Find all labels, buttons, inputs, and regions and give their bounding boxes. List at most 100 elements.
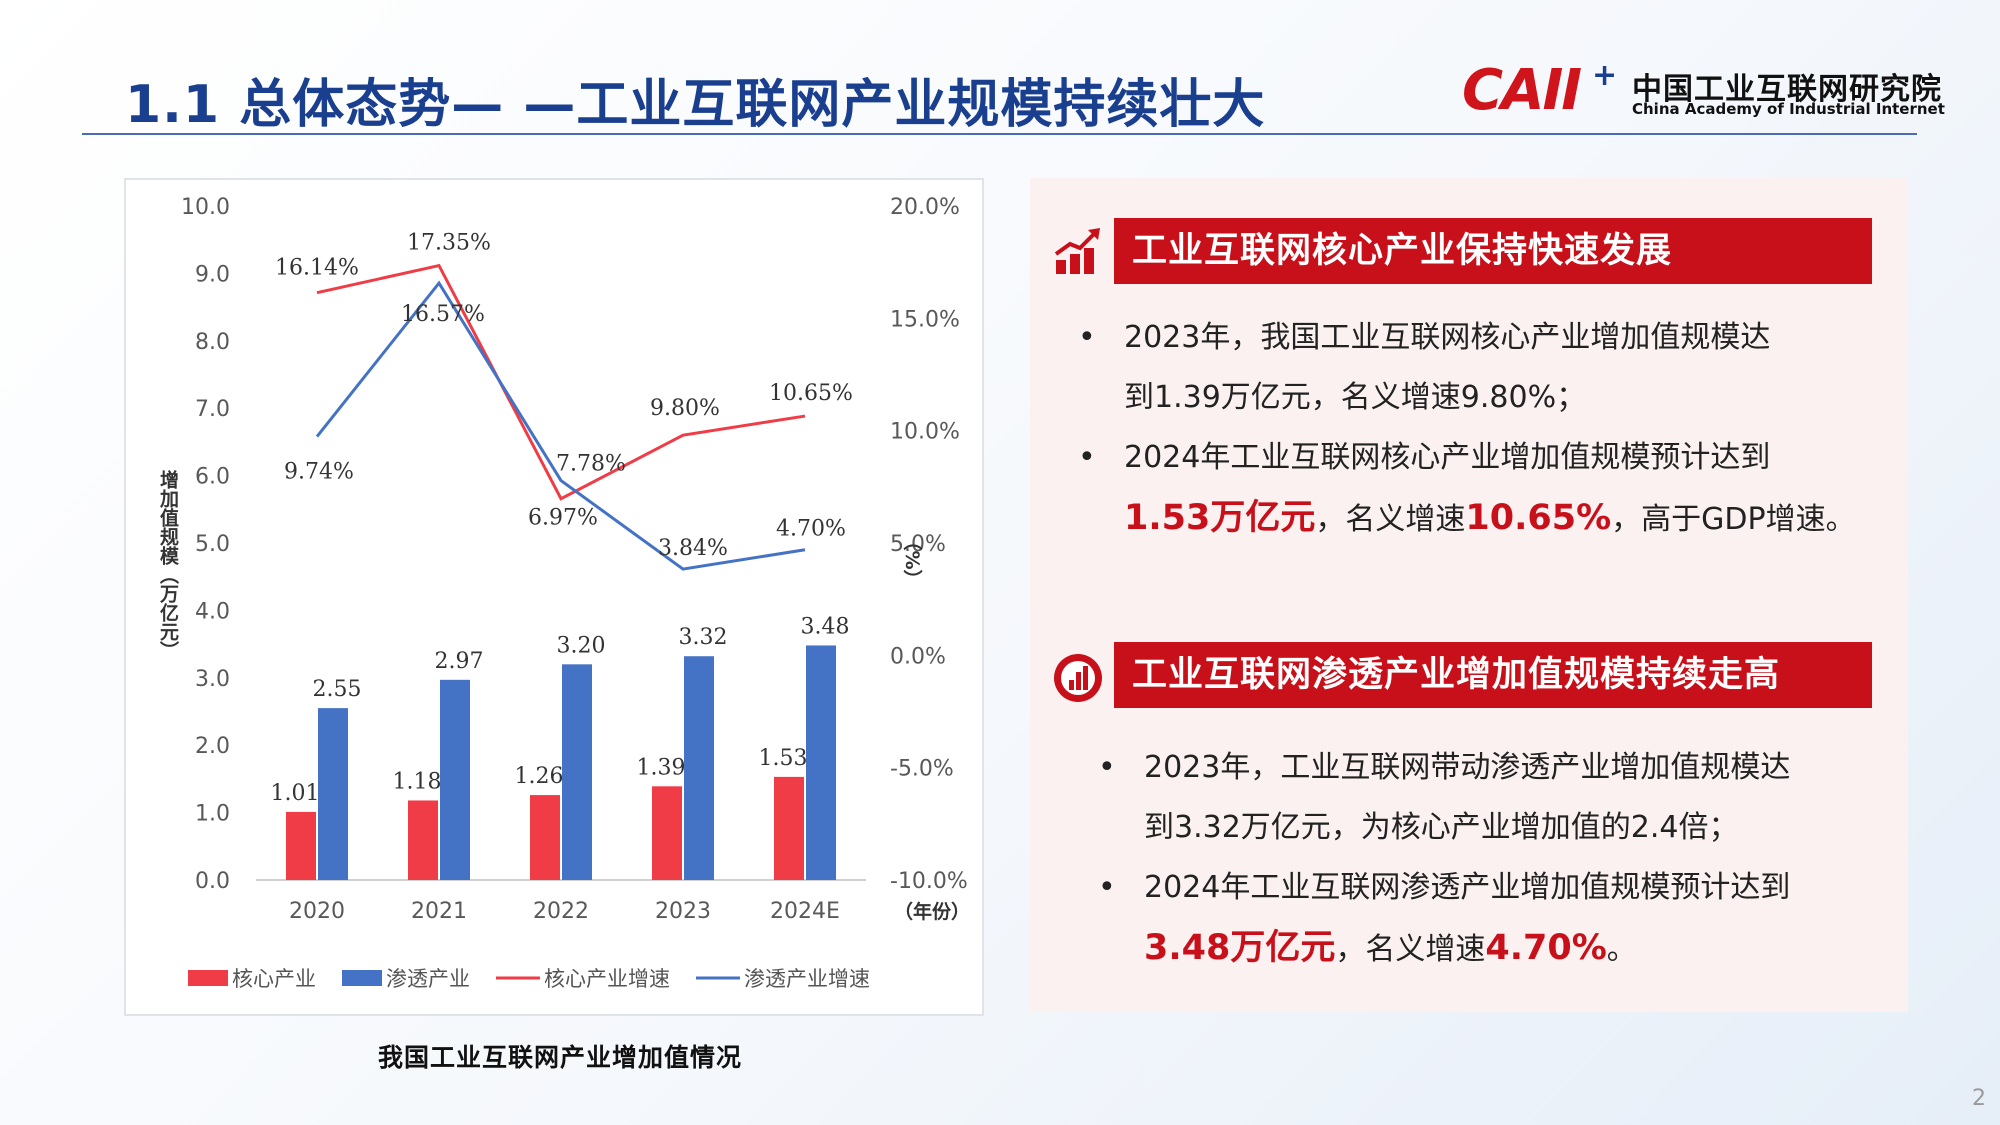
y-tick-label: 8.0 bbox=[195, 330, 230, 355]
y-tick-label: 4.0 bbox=[195, 599, 230, 624]
bullet-text: 到3.32万亿元，为核心产业增加值的2.4倍； bbox=[1144, 810, 1739, 845]
bullet-item: • 2023年，我国工业互联网核心产业增加值规模达 到1.39万亿元，名义增速9.8… bbox=[1078, 308, 1770, 428]
info-panel bbox=[1030, 178, 1908, 1012]
bullet-line: 2024年工业互联网核心产业增加值规模预计达到 bbox=[1124, 428, 1856, 488]
bar-data-label: 3.32 bbox=[679, 625, 728, 650]
x-tick-label: 2023 bbox=[655, 899, 711, 924]
bar-penetration bbox=[684, 656, 714, 880]
y2-tick-label: 0.0% bbox=[890, 644, 946, 669]
page-number: 2 bbox=[1972, 1086, 1986, 1111]
bullet-item: • 2024年工业互联网渗透产业增加值规模预计达到 3.48万亿元，名义增速4.70… bbox=[1098, 858, 1790, 980]
bullet-text: 2023年，工业互联网带动渗透产业增加值规模达 bbox=[1144, 750, 1791, 785]
line-data-label: 3.84% bbox=[658, 536, 728, 561]
bullet-text: 2024年工业互联网渗透产业增加值规模预计达到 bbox=[1144, 870, 1791, 905]
highlight-value: 4.70% bbox=[1485, 928, 1607, 968]
line-data-label: 16.14% bbox=[275, 256, 359, 281]
highlight-value: 10.65% bbox=[1465, 498, 1612, 538]
bullet-line: 2023年，我国工业互联网核心产业增加值规模达 bbox=[1124, 308, 1770, 368]
line-data-label: 10.65% bbox=[769, 381, 853, 406]
logo-plus: + bbox=[1592, 58, 1618, 93]
line-penetration-growth bbox=[315, 280, 806, 571]
section-header-core: 工业互联网核心产业保持快速发展 bbox=[1114, 218, 1872, 284]
bullet-text: 2024年工业互联网核心产业增加值规模预计达到 bbox=[1124, 440, 1771, 475]
line-data-label: 4.70% bbox=[776, 517, 846, 542]
y-tick-label: 7.0 bbox=[195, 397, 230, 422]
bullet-line: 到1.39万亿元，名义增速9.80%； bbox=[1124, 368, 1770, 428]
y2-tick-label: 10.0% bbox=[890, 420, 960, 445]
chart-caption: 我国工业互联网产业增加值情况 bbox=[378, 1043, 743, 1072]
y-tick-label: 5.0 bbox=[195, 532, 230, 557]
y2-tick-label: 20.0% bbox=[890, 195, 960, 220]
line-data-label: 9.74% bbox=[284, 460, 354, 485]
bullet-text: 2023年，我国工业互联网核心产业增加值规模达 bbox=[1124, 320, 1771, 355]
x-tick-label: 2020 bbox=[289, 899, 345, 924]
bar-data-label: 1.53 bbox=[759, 746, 808, 771]
bullet-text: ，高于GDP增速。 bbox=[1611, 502, 1856, 537]
bullet-line: 2024年工业互联网渗透产业增加值规模预计达到 bbox=[1144, 858, 1790, 918]
bullet-line: 3.48万亿元，名义增速4.70%。 bbox=[1144, 918, 1790, 980]
bar-penetration bbox=[562, 664, 592, 880]
y2-tick-label: -10.0% bbox=[890, 869, 968, 894]
highlight-value: 1.53万亿元 bbox=[1124, 498, 1316, 538]
y-tick-label: 3.0 bbox=[195, 667, 230, 692]
x-tick-label: 2024E bbox=[770, 899, 840, 924]
line-data-label: 7.78% bbox=[556, 452, 626, 477]
combo-chart: 0.0 1.0 2.0 3.0 4.0 5.0 6.0 7.0 8.0 9.0 10.0 -10.0%… bbox=[157, 195, 970, 991]
y-tick-label: 2.0 bbox=[195, 734, 230, 759]
bar-core bbox=[286, 811, 316, 880]
bar-core bbox=[774, 776, 804, 880]
y-axis-title: 增加值规模（万亿元） bbox=[157, 469, 180, 660]
growth-chart-icon bbox=[1054, 228, 1100, 274]
line-data-label: 17.35% bbox=[407, 231, 491, 256]
bar-penetration bbox=[440, 679, 470, 880]
y2-tick-label: 5.0% bbox=[890, 532, 946, 557]
highlight-value: 3.48万亿元 bbox=[1144, 928, 1336, 968]
chart-card: 0.0 1.0 2.0 3.0 4.0 5.0 6.0 7.0 8.0 9.0 10.0 -10.0%… bbox=[124, 178, 984, 1016]
bullet-dot: • bbox=[1098, 870, 1116, 905]
legend-label: 渗透产业 bbox=[386, 967, 470, 991]
bar-data-label: 1.39 bbox=[637, 755, 686, 780]
bar-data-label: 3.48 bbox=[801, 614, 850, 639]
logo: CAII + 中国工业互联网研究院 China Academy of Indus… bbox=[1462, 58, 1945, 123]
bullet-line: 2023年，工业互联网带动渗透产业增加值规模达 bbox=[1144, 738, 1790, 798]
bar-core bbox=[652, 786, 682, 880]
y-tick-label: 0.0 bbox=[195, 869, 230, 894]
line-data-label: 16.57% bbox=[401, 302, 485, 327]
bullet-text: 。 bbox=[1606, 932, 1637, 967]
report-chart-icon bbox=[1054, 654, 1102, 702]
legend-swatch bbox=[342, 970, 382, 986]
legend-label: 核心产业 bbox=[232, 967, 316, 991]
y-tick-label: 1.0 bbox=[195, 802, 230, 827]
x-tick-label: 2022 bbox=[533, 899, 589, 924]
y2-tick-label: -5.0% bbox=[890, 757, 954, 782]
y2-axis-title: （%） bbox=[901, 531, 924, 588]
legend-label: 核心产业增速 bbox=[544, 967, 670, 991]
bullet-text: ，名义增速 bbox=[1335, 932, 1486, 967]
bar-penetration bbox=[318, 708, 348, 880]
bullet-line: 1.53万亿元，名义增速10.65%，高于GDP增速。 bbox=[1124, 488, 1856, 550]
org-name-en: China Academy of Industrial Internet bbox=[1632, 100, 1945, 118]
y-tick-label: 9.0 bbox=[195, 262, 230, 287]
bullet-text: 到1.39万亿元，名义增速9.80%； bbox=[1124, 380, 1587, 415]
page-title: 1.1 总体态势— —工业互联网产业规模持续壮大 bbox=[125, 75, 1266, 135]
bullet-dot: • bbox=[1098, 750, 1116, 785]
x-tick-label: 2021 bbox=[411, 899, 467, 924]
line-data-label: 6.97% bbox=[528, 506, 598, 531]
bullet-item: • 2024年工业互联网核心产业增加值规模预计达到 1.53万亿元，名义增速10.6… bbox=[1078, 428, 1856, 550]
section-header-penetration: 工业互联网渗透产业增加值规模持续走高 bbox=[1114, 642, 1872, 708]
bullet-item: • 2023年，工业互联网带动渗透产业增加值规模达 到3.32万亿元，为核心产业增加… bbox=[1098, 738, 1790, 858]
bar-data-label: 1.01 bbox=[271, 781, 320, 806]
legend-label: 渗透产业增速 bbox=[744, 967, 870, 991]
title-divider bbox=[82, 133, 1917, 135]
y-tick-label: 6.0 bbox=[195, 465, 230, 490]
bullet-dot: • bbox=[1078, 320, 1096, 355]
bar-data-label: 2.97 bbox=[435, 649, 484, 674]
bar-penetration bbox=[806, 645, 836, 880]
bullet-text: ，名义增速 bbox=[1315, 502, 1466, 537]
y2-tick-label: 15.0% bbox=[890, 307, 960, 332]
bar-data-label: 2.55 bbox=[313, 677, 362, 702]
line-core-growth bbox=[316, 263, 806, 501]
bar-data-label: 1.18 bbox=[393, 769, 442, 794]
logo-mark: CAII bbox=[1462, 58, 1582, 123]
line-data-label: 9.80% bbox=[650, 396, 720, 421]
